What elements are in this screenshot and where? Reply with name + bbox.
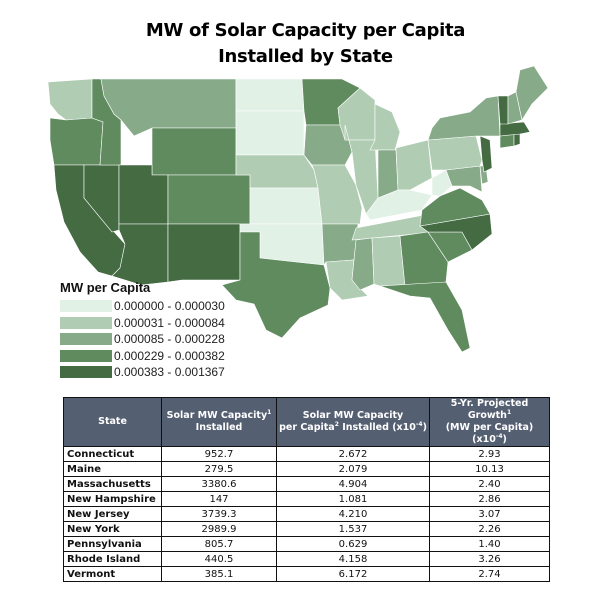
chart-title-line1: MW of Solar Capacity per Capita (145, 20, 466, 41)
cell-per-capita: 6.172 (276, 566, 430, 582)
us-choropleth-map (47, 65, 549, 353)
state-ks (249, 187, 323, 225)
cell-per-capita: 2.672 (276, 446, 430, 462)
state-wy (151, 127, 237, 176)
state-wa (47, 78, 93, 121)
cell-state: Massachusetts (63, 476, 162, 492)
cell-per-capita: 4.904 (276, 476, 430, 492)
cell-state: Connecticut (63, 446, 162, 462)
cell-installed: 3380.6 (161, 476, 277, 492)
cell-growth: 2.93 (429, 446, 550, 462)
chart-title-line2: Installed by State (218, 46, 393, 67)
state-ri (513, 133, 521, 147)
table-header-row: State Solar MW Capacity1 Installed Solar … (63, 397, 550, 447)
state-fl (379, 281, 471, 353)
legend-swatch (60, 333, 112, 346)
state-mo (311, 164, 363, 225)
state-al (371, 235, 406, 287)
cell-installed: 147 (161, 491, 277, 507)
table-row: New Jersey 3739.3 4.210 3.07 (63, 506, 550, 522)
cell-state: New York (63, 521, 162, 537)
legend-swatch (60, 300, 112, 313)
cell-installed: 805.7 (161, 536, 277, 552)
col-header-per-capita: Solar MW Capacity per Capita2 Installed (… (276, 397, 430, 447)
cell-installed: 440.5 (161, 551, 277, 567)
map-legend: MW per Capita 0.000000 - 0.000030 0.0000… (60, 280, 225, 381)
cell-growth: 3.26 (429, 551, 550, 567)
state-or (49, 117, 104, 166)
legend-item: 0.000383 - 0.001367 (60, 364, 225, 381)
cell-installed: 385.1 (161, 566, 277, 582)
legend-label: 0.000229 - 0.000382 (114, 348, 225, 363)
cell-installed: 279.5 (161, 461, 277, 477)
state-me (515, 65, 549, 121)
cell-state: Maine (63, 461, 162, 477)
cell-state: Vermont (63, 566, 162, 582)
table-row: Connecticut 952.7 2.672 2.93 (63, 446, 550, 462)
state-vt (497, 95, 509, 125)
col-header-state: State (63, 397, 162, 447)
cell-per-capita: 0.629 (276, 536, 430, 552)
legend-label: 0.000031 - 0.000084 (114, 315, 225, 330)
state-ms (351, 237, 375, 291)
table-row: New Hampshire 147 1.081 2.86 (63, 491, 550, 507)
cell-installed: 3739.3 (161, 506, 277, 522)
table-row: Maine 279.5 2.079 10.13 (63, 461, 550, 477)
cell-growth: 1.40 (429, 536, 550, 552)
legend-swatch (60, 316, 112, 329)
state-ct (499, 133, 515, 149)
state-data-table: State Solar MW Capacity1 Installed Solar … (63, 397, 550, 582)
state-ky (365, 189, 433, 221)
state-oh (395, 139, 433, 191)
legend-item: 0.000085 - 0.000228 (60, 331, 225, 348)
state-ma (499, 121, 531, 137)
cell-state: Pennsylvania (63, 536, 162, 552)
table-row: Vermont 385.1 6.172 2.74 (63, 566, 550, 582)
cell-per-capita: 4.158 (276, 551, 430, 567)
cell-state: New Hampshire (63, 491, 162, 507)
cell-installed: 2989.9 (161, 521, 277, 537)
state-nm (167, 223, 241, 283)
state-nj (479, 135, 493, 173)
state-ny (427, 95, 501, 141)
cell-per-capita: 2.079 (276, 461, 430, 477)
cell-growth: 2.74 (429, 566, 550, 582)
state-wv (431, 169, 453, 197)
legend-label: 0.000000 - 0.000030 (114, 299, 225, 314)
cell-per-capita: 1.081 (276, 491, 430, 507)
legend-label: 0.000085 - 0.000228 (114, 332, 225, 347)
legend-title: MW per Capita (60, 280, 151, 295)
table-row: Rhode Island 440.5 4.158 3.26 (63, 551, 550, 567)
table-row: New York 2989.9 1.537 2.26 (63, 521, 550, 537)
col-header-growth: 5-Yr. Projected Growth1 (MW per Capita) (… (429, 397, 550, 447)
table-row: Pennsylvania 805.7 0.629 1.40 (63, 536, 550, 552)
state-ar (321, 223, 359, 266)
legend-item: 0.000229 - 0.000382 (60, 348, 225, 365)
state-ga (399, 231, 449, 287)
cell-growth: 2.40 (429, 476, 550, 492)
state-co (167, 174, 251, 225)
state-md (445, 165, 483, 193)
legend-label: 0.000383 - 0.001367 (114, 365, 225, 380)
state-nd (235, 78, 305, 112)
table-row: Massachusetts 3380.6 4.904 2.40 (63, 476, 550, 492)
cell-state: Rhode Island (63, 551, 162, 567)
legend-item: 0.000000 - 0.000030 (60, 298, 225, 315)
cell-growth: 10.13 (429, 461, 550, 477)
state-in (377, 149, 399, 199)
col-header-installed: Solar MW Capacity1 Installed (161, 397, 277, 447)
cell-growth: 2.86 (429, 491, 550, 507)
state-tx (221, 231, 331, 339)
cell-per-capita: 4.210 (276, 506, 430, 522)
legend-swatch (60, 349, 112, 362)
cell-state: New Jersey (63, 506, 162, 522)
cell-per-capita: 1.537 (276, 521, 430, 537)
legend-item: 0.000031 - 0.000084 (60, 315, 225, 332)
state-pa (427, 135, 483, 171)
state-sd (235, 110, 305, 156)
legend-swatch (60, 366, 112, 379)
cell-growth: 2.26 (429, 521, 550, 537)
cell-installed: 952.7 (161, 446, 277, 462)
cell-growth: 3.07 (429, 506, 550, 522)
